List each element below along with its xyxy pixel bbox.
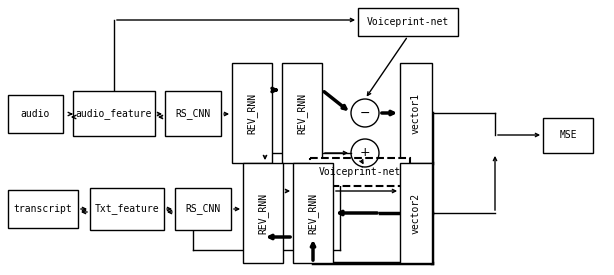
Bar: [400, 63, 432, 163]
Text: Txt_feature: Txt_feature: [95, 204, 159, 214]
Text: Voiceprint-net: Voiceprint-net: [367, 17, 449, 27]
Bar: [243, 163, 283, 263]
Bar: [8, 190, 78, 228]
Bar: [90, 188, 164, 230]
Text: MSE: MSE: [559, 131, 577, 141]
Text: RS_CNN: RS_CNN: [185, 204, 220, 214]
Bar: [400, 163, 432, 263]
Bar: [73, 91, 155, 136]
Text: vector1: vector1: [411, 92, 421, 134]
Text: −: −: [360, 106, 370, 120]
Text: RS_CNN: RS_CNN: [176, 108, 211, 119]
Bar: [293, 163, 333, 263]
Text: audio: audio: [21, 109, 50, 119]
Bar: [543, 118, 593, 153]
Text: audio_feature: audio_feature: [76, 108, 152, 119]
Text: +: +: [360, 147, 370, 160]
Bar: [282, 63, 322, 163]
Text: REV_RNN: REV_RNN: [297, 92, 308, 134]
Bar: [8, 95, 63, 133]
Text: REV_RNN: REV_RNN: [247, 92, 257, 134]
Bar: [175, 188, 231, 230]
Text: REV_RNN: REV_RNN: [257, 192, 268, 233]
Bar: [358, 8, 458, 36]
Text: transcript: transcript: [14, 204, 72, 214]
Text: REV_RNN: REV_RNN: [308, 192, 319, 233]
Bar: [232, 63, 272, 163]
Bar: [165, 91, 221, 136]
Bar: [310, 158, 410, 186]
Text: Voiceprint-net: Voiceprint-net: [319, 167, 401, 177]
Text: vector2: vector2: [411, 192, 421, 233]
